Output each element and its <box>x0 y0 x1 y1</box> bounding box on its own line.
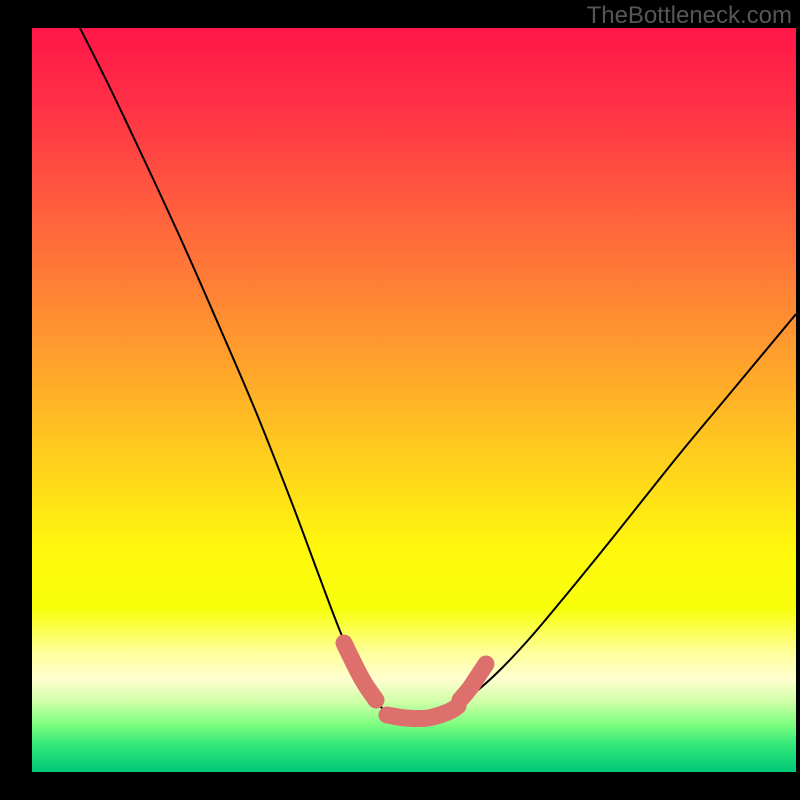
chart-svg-layer <box>32 28 796 772</box>
watermark-text: TheBottleneck.com <box>587 2 792 30</box>
chart-area <box>32 28 796 772</box>
accent-marker-segment <box>344 643 376 700</box>
bottleneck-curve <box>80 28 796 716</box>
accent-marker-group <box>344 643 486 719</box>
accent-marker-segment <box>460 664 486 700</box>
accent-marker-segment <box>387 706 458 719</box>
